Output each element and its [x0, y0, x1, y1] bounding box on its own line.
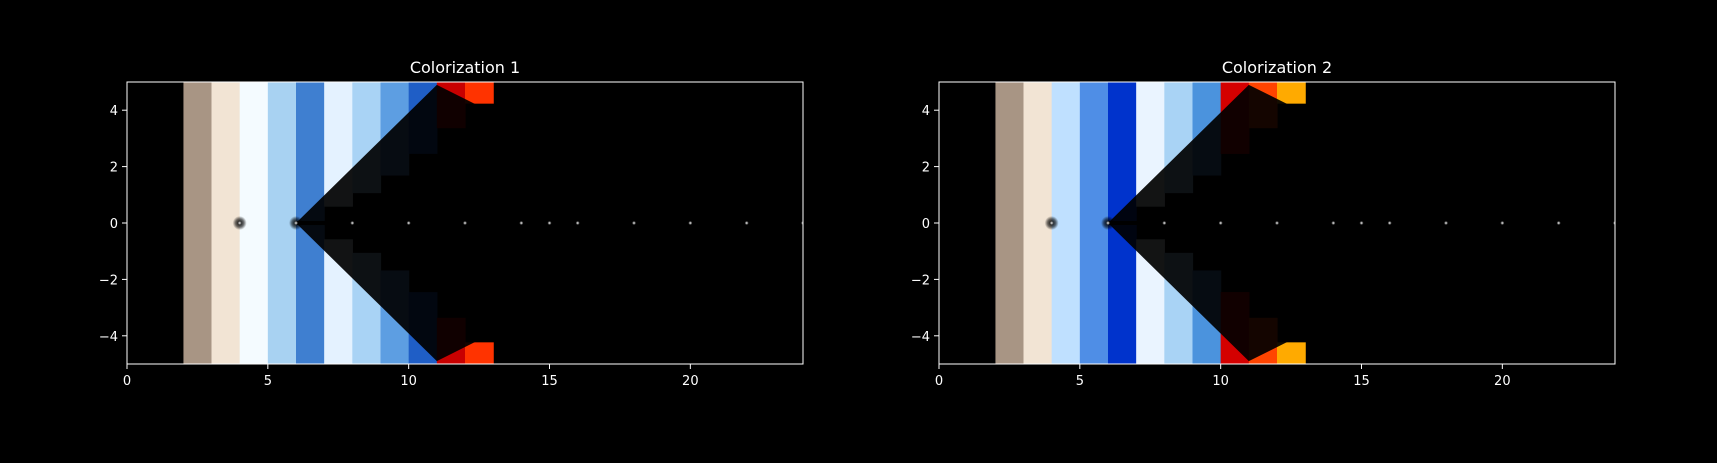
x-tick-label: 15: [1353, 374, 1370, 389]
singularity-glow: [1162, 221, 1167, 225]
y-tick-labels: 4 2 0 −2 −4: [99, 104, 118, 345]
plot-area: [122, 81, 804, 369]
heatmap-band-top: [1277, 82, 1306, 104]
heatmap-band-top: [1108, 82, 1137, 221]
x-tick-label: 5: [1076, 374, 1084, 389]
singularity-glow: [1218, 221, 1223, 225]
singularity-glow: [1331, 221, 1336, 225]
x-tick-label: 5: [264, 374, 272, 389]
y-tick-label: 4: [110, 104, 118, 119]
y-tick-label: −2: [911, 273, 930, 288]
heatmap-band-top: [465, 82, 494, 104]
y-tick-label: 0: [922, 217, 930, 232]
y-tick-label: −2: [99, 273, 118, 288]
chart-title: Colorization 2: [1222, 58, 1332, 77]
singularity-glow: [688, 221, 693, 225]
x-tick-label: 10: [1212, 374, 1229, 389]
x-tick-label: 10: [400, 374, 417, 389]
singularity-glow: [1444, 221, 1448, 225]
x-tick-labels: 0 5 10 15 20: [935, 374, 1511, 389]
heatmap-band-bottom: [296, 225, 325, 364]
singularity-glow: [406, 221, 411, 225]
singularity-glow: [1500, 221, 1505, 225]
singularity-glow: [632, 221, 636, 225]
x-tick-label: 15: [541, 374, 558, 389]
dark-region: [939, 82, 996, 364]
x-tick-labels: 0 5 10 15 20: [123, 374, 699, 389]
singularity-glow: [463, 221, 467, 225]
singularity-glow: [1106, 221, 1110, 225]
singularity-glow: [1275, 221, 1279, 225]
x-tick-label: 0: [123, 374, 131, 389]
y-tick-labels: 4 2 0 −2 −4: [911, 104, 930, 345]
singularity-glow: [1387, 221, 1392, 225]
y-tick-label: −4: [911, 330, 930, 345]
heatmap-band-top: [296, 82, 325, 221]
y-tick-label: −4: [99, 330, 118, 345]
singularity-glow: [294, 221, 298, 225]
singularity-glow: [1049, 221, 1054, 225]
singularity-glow: [237, 221, 242, 225]
singularity-glow: [547, 221, 552, 225]
chart-title: Colorization 1: [410, 58, 520, 77]
singularity-glow: [1359, 221, 1364, 225]
dark-region: [127, 82, 184, 364]
singularity-glow: [575, 221, 580, 225]
singularity-glow: [744, 221, 749, 225]
heatmap-band: [995, 82, 1025, 364]
heatmap-band-bottom: [465, 342, 494, 364]
singularity-glow: [350, 221, 355, 225]
x-tick-label: 20: [682, 374, 699, 389]
heatmap-band-bottom: [1108, 225, 1137, 364]
x-tick-label: 20: [1494, 374, 1511, 389]
y-tick-label: 2: [110, 161, 118, 176]
singularity-glow: [519, 221, 524, 225]
y-tick-label: 4: [922, 104, 930, 119]
y-tick-label: 2: [922, 161, 930, 176]
y-tick-label: 0: [110, 217, 118, 232]
x-tick-label: 0: [935, 374, 943, 389]
singularity-glow: [1556, 221, 1561, 225]
chart-panel-2: Colorization 2 0 5 10 15 20 4 2 0 −2 −4: [911, 58, 1616, 389]
chart-panel-1: Colorization 1 0 5 10 15 20 4 2 0 −2 −4: [99, 58, 804, 389]
heatmap-band: [183, 82, 213, 364]
heatmap-band-bottom: [1277, 342, 1306, 364]
plot-area: [934, 81, 1616, 369]
